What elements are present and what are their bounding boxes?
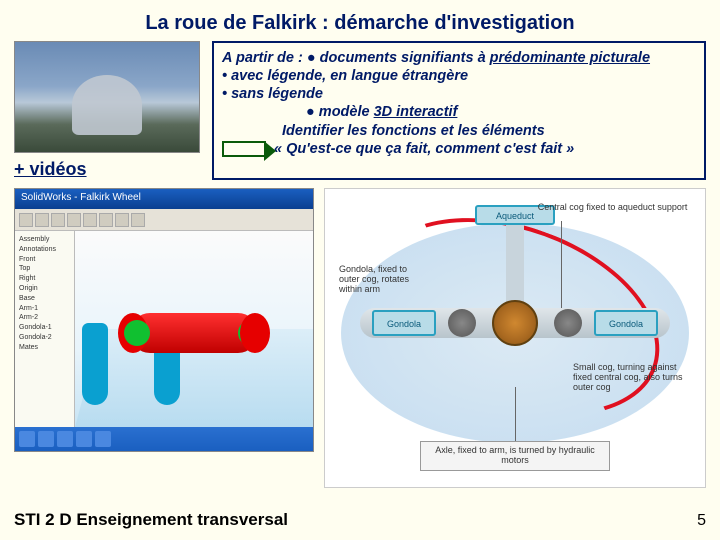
info-l4-b: 3D interactif: [374, 104, 458, 120]
small-cog-icon: [554, 309, 582, 337]
info-line-6: « Qu'est-ce que ça fait, comment c'est f…: [274, 140, 574, 158]
tree-item: Arm-2: [19, 313, 70, 323]
tree-item: Mates: [19, 343, 70, 353]
cad-screenshot: SolidWorks - Falkirk Wheel Assembly Anno…: [14, 188, 314, 452]
toolbar-icon: [115, 213, 129, 227]
cad-cylinder: [130, 313, 258, 353]
taskbar-icon: [19, 431, 35, 447]
cad-feature-tree: Assembly Annotations Front Top Right Ori…: [15, 231, 75, 427]
info-bullet-1: • avec légende, en langue étrangère: [222, 67, 696, 85]
toolbar-icon: [131, 213, 145, 227]
gondola-callout: Gondola, fixed to outer cog, rotates wit…: [339, 265, 427, 295]
tree-item: Arm-1: [19, 304, 70, 314]
page-title: La roue de Falkirk : démarche d'investig…: [0, 0, 720, 41]
tree-item: Right: [19, 274, 70, 284]
info-l1-b: documents signifiants à: [320, 50, 490, 66]
taskbar-icon: [57, 431, 73, 447]
left-column: + vidéos: [14, 41, 202, 180]
arrow-icon: [222, 141, 266, 157]
page-number: 5: [697, 512, 706, 530]
info-line-4: ● modèle 3D interactif: [222, 103, 696, 121]
toolbar-icon: [67, 213, 81, 227]
cad-model: [130, 313, 258, 353]
falkirk-photo: [14, 41, 200, 153]
tree-item: Top: [19, 264, 70, 274]
toolbar-icon: [83, 213, 97, 227]
cad-gondola: [124, 320, 150, 346]
toolbar-icon: [99, 213, 113, 227]
tree-item: Gondola-2: [19, 333, 70, 343]
info-box: A partir de : ● documents signifiants à …: [212, 41, 706, 180]
cad-taskbar: [15, 427, 313, 451]
bottom-row: SolidWorks - Falkirk Wheel Assembly Anno…: [0, 180, 720, 488]
rotor-arm: Gondola Gondola: [360, 293, 670, 353]
taskbar-icon: [95, 431, 111, 447]
info-bullet-2: • sans légende: [222, 85, 696, 103]
callout-line: [515, 387, 516, 443]
info-l1-a: A partir de :: [222, 50, 307, 66]
info-l1-c: prédominante picturale: [490, 50, 650, 66]
info-line-6-row: « Qu'est-ce que ça fait, comment c'est f…: [222, 140, 696, 158]
tree-item: Annotations: [19, 245, 70, 255]
gondola-box-left: Gondola: [372, 310, 436, 336]
gondola-box-right: Gondola: [594, 310, 658, 336]
cad-3d-view: [75, 231, 313, 427]
cad-window-title: SolidWorks - Falkirk Wheel: [15, 189, 313, 209]
cad-leg: [82, 323, 108, 405]
toolbar-icon: [35, 213, 49, 227]
mechanism-diagram: Aqueduct Central cog fixed to aqueduct s…: [324, 188, 706, 488]
cad-body: Assembly Annotations Front Top Right Ori…: [15, 231, 313, 427]
tree-item: Front: [19, 255, 70, 265]
taskbar-icon: [76, 431, 92, 447]
small-cog-icon: [448, 309, 476, 337]
taskbar-icon: [38, 431, 54, 447]
cad-toolbar: [15, 209, 313, 231]
toolbar-icon: [51, 213, 65, 227]
small-cog-label: Small cog, turning against fixed central…: [573, 363, 693, 393]
tree-item: Assembly: [19, 235, 70, 245]
bullet-icon: ●: [306, 104, 315, 120]
bullet-icon: ●: [307, 50, 316, 66]
tree-item: Base: [19, 294, 70, 304]
info-line-1: A partir de : ● documents signifiants à …: [222, 49, 696, 67]
info-l4-a: modèle: [319, 104, 374, 120]
toolbar-icon: [19, 213, 33, 227]
videos-link[interactable]: + vidéos: [14, 159, 202, 180]
info-line-5: Identifier les fonctions et les éléments: [222, 122, 696, 140]
tree-item: Origin: [19, 284, 70, 294]
top-row: + vidéos A partir de : ● documents signi…: [0, 41, 720, 180]
axle-label: Axle, fixed to arm, is turned by hydraul…: [420, 441, 610, 471]
cad-gondola: [238, 320, 264, 346]
central-hub: [492, 300, 538, 346]
footer-text: STI 2 D Enseignement transversal: [14, 510, 288, 530]
tree-item: Gondola-1: [19, 323, 70, 333]
central-cog-label: Central cog fixed to aqueduct support: [538, 203, 688, 213]
